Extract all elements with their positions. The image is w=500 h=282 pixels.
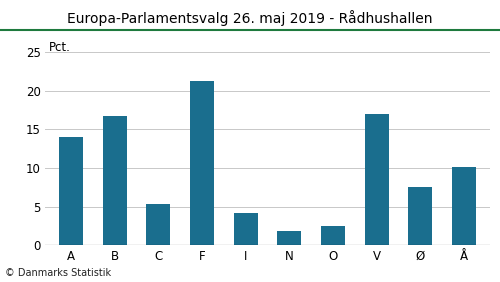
Text: © Danmarks Statistik: © Danmarks Statistik [5,268,111,278]
Bar [234,213,258,245]
Bar [190,81,214,245]
Bar [364,114,388,245]
Text: Pct.: Pct. [50,41,71,54]
Bar [278,232,301,245]
Bar [146,204,171,245]
Bar [321,226,345,245]
Bar [103,116,127,245]
Text: Europa-Parlamentsvalg 26. maj 2019 - Rådhushallen: Europa-Parlamentsvalg 26. maj 2019 - Råd… [67,10,433,26]
Bar [452,167,476,245]
Bar [408,187,432,245]
Bar [59,137,83,245]
